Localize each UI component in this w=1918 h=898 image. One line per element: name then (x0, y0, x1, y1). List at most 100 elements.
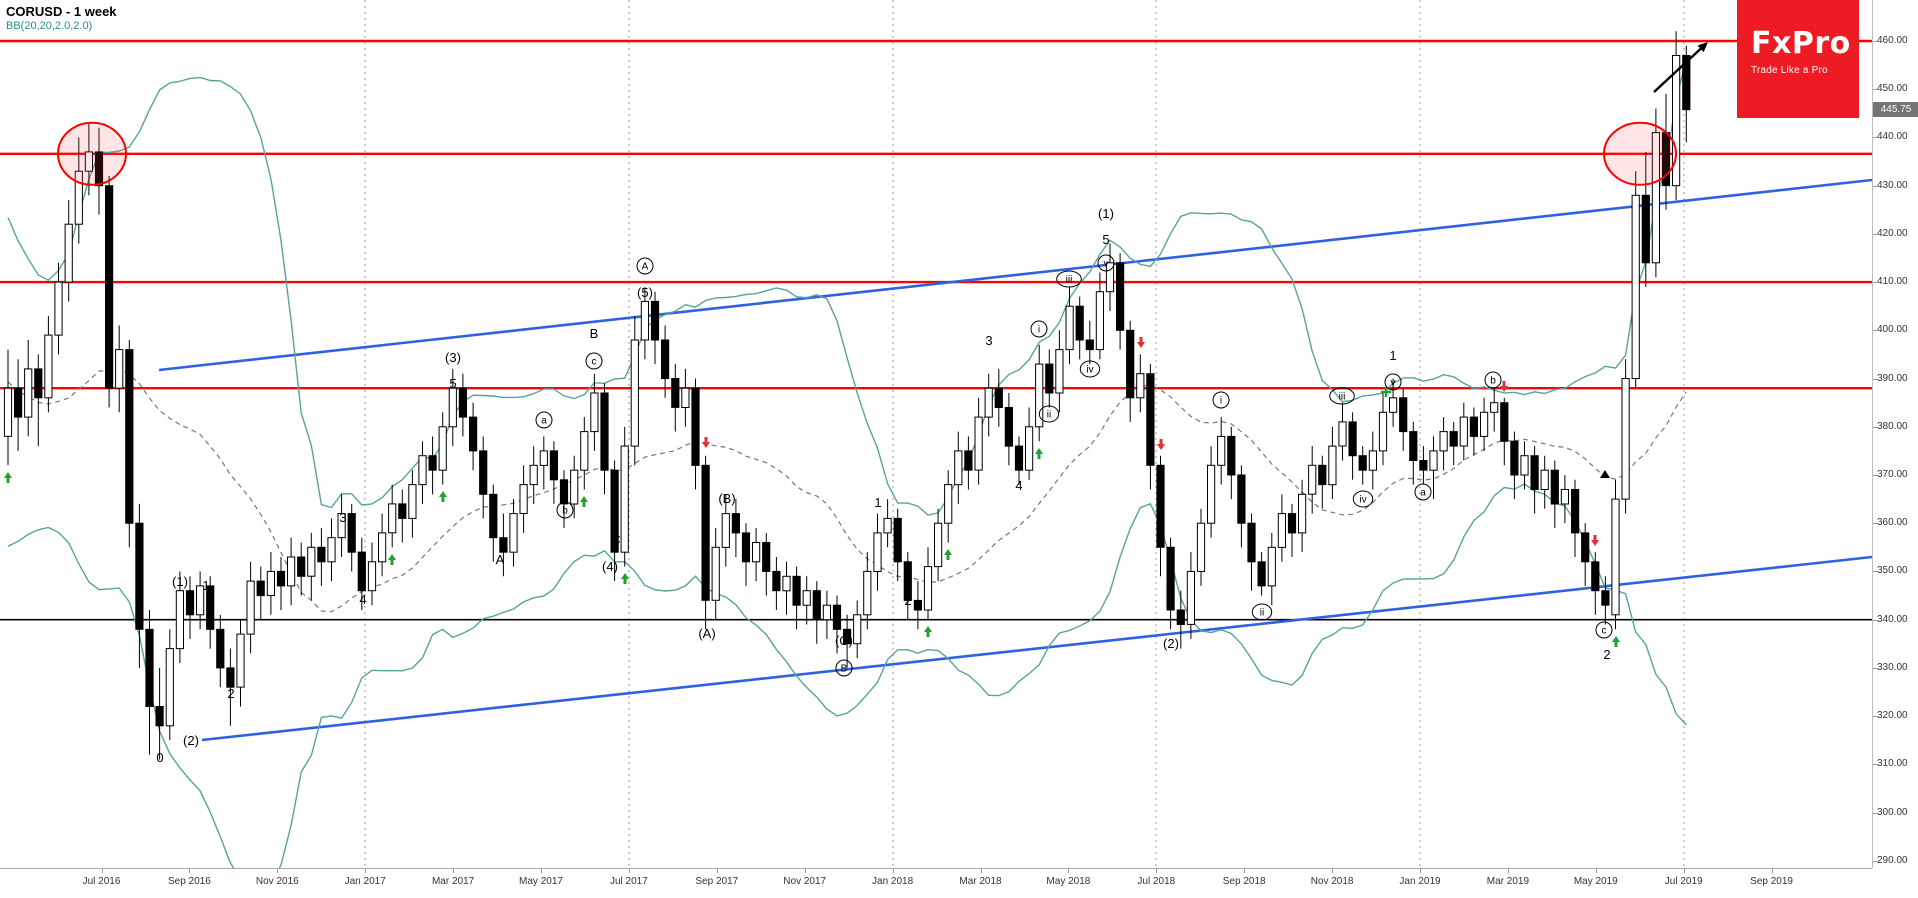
candle (772, 570, 781, 592)
time-tick (453, 869, 455, 873)
candle (448, 387, 457, 428)
price-tick (1873, 667, 1877, 669)
price-tick (1873, 137, 1877, 139)
wave-label-circled: ii (1251, 603, 1273, 621)
date-tick-label: May 2017 (519, 876, 563, 887)
svg-text:i: i (1038, 325, 1040, 336)
wave-label: 2 (904, 593, 911, 608)
price-tick-label: 380.00 (1877, 420, 1908, 432)
candle (1409, 431, 1418, 462)
wave-label-circled: B (835, 659, 853, 677)
candle (630, 339, 639, 447)
wave-label: 1 (1389, 348, 1396, 363)
candle (1014, 445, 1024, 471)
candle (1105, 262, 1115, 293)
candle (964, 450, 973, 471)
candle (1207, 464, 1216, 524)
candle (741, 532, 751, 563)
candle (1449, 431, 1458, 447)
candle (1500, 402, 1509, 442)
svg-text:v: v (1391, 378, 1396, 389)
date-tick-label: Nov 2018 (1310, 876, 1354, 887)
candle (580, 431, 589, 471)
wave-label: 5 (449, 376, 456, 391)
candle (1227, 435, 1236, 476)
price-tick (1873, 571, 1877, 573)
time-tick (1420, 869, 1421, 873)
wave-label-circled: iii (1329, 387, 1355, 405)
candle (762, 542, 771, 572)
buy-arrow-icon (1612, 636, 1620, 647)
price-tick (1873, 330, 1877, 332)
candle (1510, 440, 1519, 476)
candle (469, 416, 478, 452)
black-triangle-icon (1600, 470, 1610, 478)
candle (418, 455, 427, 486)
wave-label-circled: a (535, 411, 553, 429)
candle (1429, 450, 1438, 471)
chart-canvas[interactable]: 0 (2) (1) 1 2 3 4 (3) 5 Aa b Bc C (4) A (5) (A) (B) (C) B 1 2… (0, 0, 1872, 868)
candle (671, 378, 680, 408)
price-tick-label: 400.00 (1877, 324, 1908, 336)
candle (287, 556, 296, 587)
price-tick-label: 310.00 (1877, 758, 1908, 770)
time-tick (1068, 869, 1070, 873)
plus-marker-icon (1381, 387, 1391, 397)
candle (802, 590, 811, 606)
time-tick (365, 869, 367, 873)
price-tick (1873, 282, 1877, 284)
candle (1004, 407, 1013, 447)
candle (1126, 329, 1135, 399)
date-tick-label: Jan 2019 (1399, 876, 1441, 887)
bollinger-middle-band (7, 368, 1687, 613)
candle (155, 706, 164, 727)
highlight-circle-2019 (1603, 121, 1677, 186)
candle (1439, 431, 1448, 452)
price-tick (1873, 475, 1877, 476)
price-axis[interactable]: 460.00 450.00 440.00 430.00 420.00 410.00 400.… (1872, 0, 1918, 868)
time-tick (189, 869, 191, 873)
chart-title-block: CORUSD - 1 week BB(20,20,2.0,2.0) (6, 4, 117, 34)
time-tick (1244, 869, 1246, 873)
wave-label: (1) (1098, 206, 1114, 221)
current-price-tag: 445.75 (1873, 102, 1918, 118)
wave-label-circled: A (636, 257, 654, 275)
wave-label-circled: b (556, 501, 574, 519)
price-tick-label: 460.00 (1877, 35, 1908, 46)
wave-label: A (496, 552, 505, 567)
candle (1378, 411, 1388, 452)
price-tick-label: 420.00 (1877, 227, 1908, 239)
candle (14, 387, 23, 418)
price-tick (1873, 619, 1877, 621)
svg-text:i: i (1220, 396, 1222, 407)
price-tick-label: 350.00 (1877, 565, 1908, 577)
candle (458, 387, 467, 418)
svg-text:b: b (1490, 376, 1496, 387)
wave-label: C (611, 532, 620, 547)
date-tick-label: Jan 2018 (872, 876, 914, 887)
candle (1338, 421, 1347, 447)
wave-label: (C) (835, 633, 853, 648)
candle (1682, 55, 1691, 111)
svg-text:c: c (1602, 626, 1607, 637)
candle (24, 368, 33, 418)
time-axis[interactable]: Jul 2016 Sep 2016 Nov 2016 Jan 2017 Mar 2017… (0, 868, 1872, 898)
candle (1490, 402, 1499, 413)
sell-arrow-icon (1591, 535, 1599, 546)
candle (549, 450, 558, 481)
wave-label-circled: iv (1352, 490, 1374, 508)
candle (1469, 416, 1479, 437)
date-tick-label: Jul 2016 (82, 876, 121, 887)
level-lines (0, 39, 1872, 621)
candle (408, 484, 417, 519)
candle (489, 493, 498, 539)
candle (1581, 532, 1590, 563)
candle (428, 455, 437, 471)
candle (64, 223, 73, 283)
svg-text:a: a (1420, 488, 1426, 499)
candle (94, 151, 104, 187)
fxpro-logo: FxPro Trade Like a Pro (1737, 0, 1859, 118)
price-tick (1873, 716, 1877, 718)
candle (1651, 132, 1661, 264)
wave-label: 5 (1102, 232, 1109, 247)
